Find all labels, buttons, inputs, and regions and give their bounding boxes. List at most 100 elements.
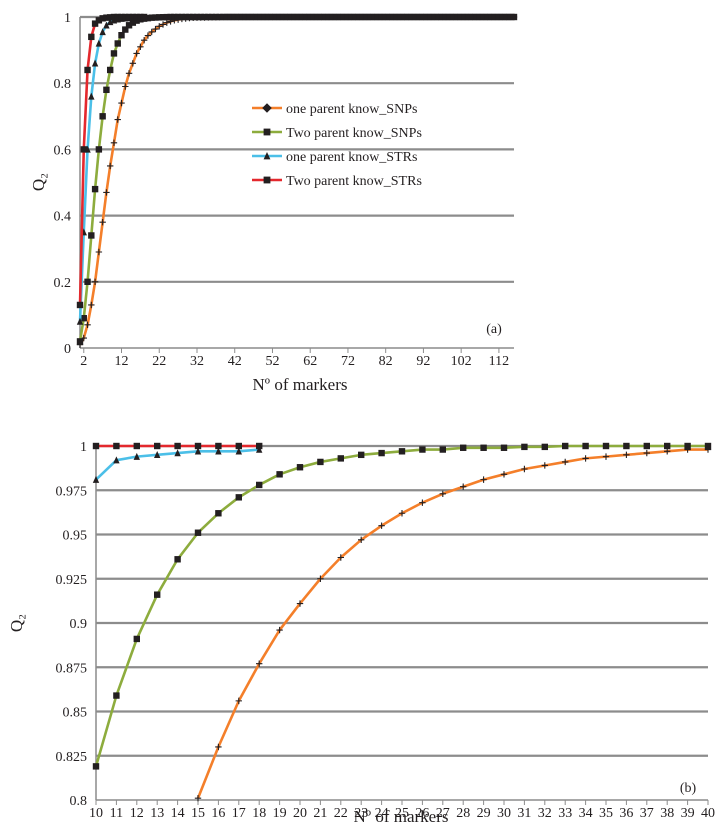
data-point: [424, 13, 431, 21]
legend-item-two-parent-know-strs: Two parent know_STRs: [252, 174, 422, 189]
data-point: [235, 697, 242, 705]
data-point: [256, 481, 263, 489]
x-tick-label: 112: [489, 354, 509, 369]
x-tick-label: 19: [273, 806, 287, 821]
data-point: [439, 490, 446, 497]
data-point: [106, 14, 114, 21]
data-point: [216, 13, 223, 21]
data-point: [84, 321, 91, 329]
data-point: [382, 13, 389, 21]
x-tick-label: 24: [375, 806, 389, 821]
data-point: [122, 83, 129, 90]
data-point: [171, 13, 178, 21]
legend-item-one-parent-know-snps: one parent know_SNPs: [252, 102, 417, 117]
data-point: [137, 43, 144, 50]
data-point: [125, 70, 133, 77]
data-point: [521, 465, 528, 473]
data-point: [562, 458, 569, 466]
x-tick-label: 30: [497, 806, 511, 821]
x-tick-label: 32: [190, 354, 204, 369]
data-point: [439, 13, 446, 21]
data-point: [201, 13, 208, 21]
data-point: [220, 13, 227, 21]
data-point: [80, 146, 87, 153]
y-tick-label: 0.975: [56, 484, 88, 499]
data-point: [133, 13, 140, 21]
legend-label: one parent know_STRs: [286, 150, 417, 165]
data-point: [358, 451, 365, 459]
data-point: [182, 13, 189, 21]
x-tick-label: 12: [130, 806, 144, 821]
data-point: [156, 23, 163, 30]
y-tick-label: 0.2: [54, 276, 72, 291]
data-point: [295, 13, 303, 21]
panel-a-series: [76, 13, 518, 348]
data-point: [91, 185, 99, 193]
data-point: [84, 66, 91, 74]
data-point: [110, 50, 118, 57]
data-point: [348, 13, 355, 21]
data-point: [303, 13, 310, 21]
data-point: [276, 13, 284, 21]
x-tick-label: 14: [171, 806, 185, 821]
x-tick-label: 25: [395, 806, 409, 821]
data-point: [284, 13, 291, 21]
series-line-one-parent-know-snps: [196, 448, 708, 799]
x-tick-label: 102: [451, 354, 472, 369]
data-point: [325, 13, 333, 21]
data-point: [174, 556, 181, 563]
series-markers-two-parent-know-snps: [76, 13, 518, 345]
data-point: [154, 451, 161, 459]
series-markers-two-parent-know-strs: [92, 442, 263, 450]
data-point: [310, 13, 318, 21]
data-point: [144, 32, 152, 39]
data-point: [344, 13, 352, 21]
data-point: [152, 14, 159, 21]
data-point: [317, 575, 324, 582]
x-tick-label: 15: [191, 806, 205, 821]
data-point: [76, 301, 84, 309]
data-point: [194, 442, 202, 450]
data-point: [88, 92, 95, 100]
data-point: [186, 13, 193, 21]
y-tick-label: 1: [80, 440, 87, 455]
data-point: [235, 494, 242, 501]
data-point: [95, 17, 103, 24]
data-point: [114, 116, 121, 123]
data-point: [256, 442, 263, 450]
data-point: [329, 13, 337, 21]
data-point: [643, 449, 650, 457]
data-point: [401, 13, 408, 21]
data-point: [129, 19, 137, 26]
x-tick-label: 39: [681, 806, 695, 821]
data-point: [148, 14, 155, 21]
panel-b-series: [92, 442, 712, 802]
data-point: [299, 13, 306, 21]
data-point: [167, 13, 174, 21]
data-point: [419, 499, 426, 506]
data-point: [99, 113, 106, 120]
data-point: [110, 139, 118, 146]
data-point: [256, 445, 263, 453]
data-point: [92, 442, 100, 450]
data-point: [208, 13, 216, 21]
data-point: [148, 28, 155, 36]
x-tick-label: 16: [211, 806, 225, 821]
data-point: [503, 13, 510, 21]
data-point: [205, 13, 212, 21]
data-point: [76, 317, 84, 325]
data-point: [484, 13, 491, 21]
x-tick-label: 82: [379, 354, 393, 369]
data-point: [457, 13, 465, 21]
data-point: [397, 13, 404, 21]
data-point: [215, 442, 222, 450]
panel-b-xlabel: Nº of markers: [354, 807, 449, 826]
x-tick-label: 23: [354, 806, 368, 821]
data-point: [322, 13, 329, 21]
data-point: [103, 14, 110, 21]
data-point: [476, 13, 484, 21]
data-point: [99, 219, 106, 226]
legend-label: Two parent know_STRs: [286, 174, 422, 189]
legend-marker: [263, 176, 271, 184]
